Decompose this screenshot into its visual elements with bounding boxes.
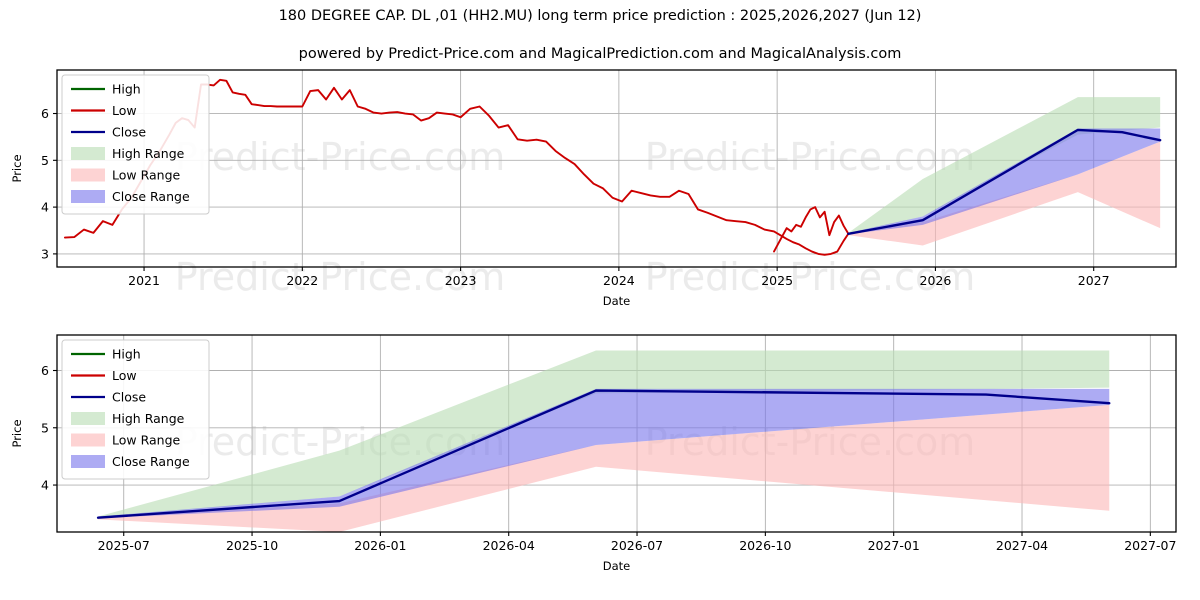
y-tick-label: 3	[41, 246, 49, 261]
band-close-range	[98, 388, 1110, 519]
legend-swatch-band	[71, 433, 105, 447]
x-tick-label: 2027-07	[1124, 538, 1176, 553]
legend-swatch-band	[71, 168, 105, 182]
legend-label: Low Range	[112, 433, 181, 448]
x-tick-label: 2025	[761, 273, 793, 288]
legend-label: High	[112, 347, 141, 362]
watermark-text: Predict-Price.com	[175, 135, 506, 179]
forecast-bands	[98, 350, 1110, 532]
x-tick-label: 2027	[1078, 273, 1110, 288]
series-lines	[96, 389, 1111, 519]
y-tick-label: 5	[41, 420, 49, 435]
x-tick-label: 2021	[128, 273, 160, 288]
x-axis-label: Date	[603, 294, 631, 308]
legend-label: Close Range	[112, 454, 190, 469]
series-line-close	[847, 128, 1162, 235]
watermark-text: Predict-Price.com	[645, 135, 976, 179]
page-subtitle: powered by Predict-Price.com and Magical…	[298, 46, 902, 62]
axis-ticks: 3 4 5 6 2021 2022 2023 2024 2025 2026 2027	[41, 106, 1110, 288]
x-axis-label: Date	[603, 559, 631, 573]
x-tick-label: 2026-01	[354, 538, 406, 553]
top-chart-svg: Predict-Price.com Predict-Price.com Predic…	[10, 69, 1177, 308]
watermark-text: Predict-Price.com	[175, 255, 506, 299]
y-tick-label: 4	[41, 200, 49, 215]
legend-swatch-band	[71, 412, 105, 425]
x-tick-label: 2022	[286, 273, 318, 288]
y-tick-label: 5	[41, 153, 49, 168]
series-line-close	[96, 389, 1111, 519]
top-chart-panel: Predict-Price.com Predict-Price.com Predic…	[0, 60, 1200, 320]
band-low-range	[848, 141, 1161, 246]
axes-spines	[56, 69, 1177, 268]
chart-legend: High Low Close High Range Low Range Close Ran…	[61, 339, 210, 480]
x-tick-label: 2025-07	[98, 538, 150, 553]
legend-label: Close	[112, 390, 146, 405]
legend-label: High	[112, 82, 141, 97]
band-high-range	[98, 350, 1110, 518]
axis-ticks: 4 5 6 2025-07 2025-10 2026-01 2026-04 2026-07 20…	[41, 363, 1176, 553]
x-tick-label: 2026-04	[483, 538, 535, 553]
axis-titles: Date Price	[10, 154, 630, 308]
x-tick-label: 2026	[920, 273, 952, 288]
legend-swatch-band	[71, 190, 105, 203]
legend-label: Low	[112, 103, 137, 118]
axes-spines	[56, 334, 1177, 533]
legend-label: High Range	[112, 411, 185, 426]
y-tick-label: 6	[41, 106, 49, 121]
bottom-chart-panel: Predict-Price.comPredict-Price.com456202…	[0, 325, 1200, 600]
x-tick-label: 2027-01	[868, 538, 920, 553]
y-tick-label: 4	[41, 478, 49, 493]
legend-label: High Range	[112, 146, 185, 161]
page-title: 180 DEGREE CAP. DL ,01 (HH2.MU) long ter…	[278, 8, 922, 24]
legend-label: Low	[112, 368, 137, 383]
series-line-low-recent	[773, 206, 850, 253]
bottom-chart-svg: Predict-Price.comPredict-Price.com456202…	[10, 334, 1177, 573]
plot-border	[56, 334, 1177, 533]
y-axis-label: Price	[10, 419, 24, 447]
legend-label: Close	[112, 125, 146, 140]
legend-swatch-band	[71, 147, 105, 160]
band-close-range	[848, 128, 1161, 235]
legend-label: Close Range	[112, 189, 190, 204]
x-tick-label: 2025-10	[226, 538, 278, 553]
x-tick-label: 2024	[603, 273, 635, 288]
band-low-range	[98, 404, 1110, 532]
x-tick-label: 2026-10	[739, 538, 791, 553]
legend-label: Low Range	[112, 168, 181, 183]
watermark: Predict-Price.com Predict-Price.com Predic…	[175, 135, 976, 299]
legend-swatch-band	[71, 455, 105, 468]
y-tick-label: 6	[41, 363, 49, 378]
x-tick-label: 2027-04	[996, 538, 1048, 553]
y-axis-label: Price	[10, 154, 24, 182]
x-tick-label: 2026-07	[611, 538, 663, 553]
watermark-text: Predict-Price.com	[645, 255, 976, 299]
chart-legend: High Low Close High Range Low Range Close Ran…	[61, 74, 210, 215]
plot-border	[56, 69, 1177, 268]
axis-titles: Date Price	[10, 419, 630, 573]
x-tick-label: 2023	[445, 273, 477, 288]
